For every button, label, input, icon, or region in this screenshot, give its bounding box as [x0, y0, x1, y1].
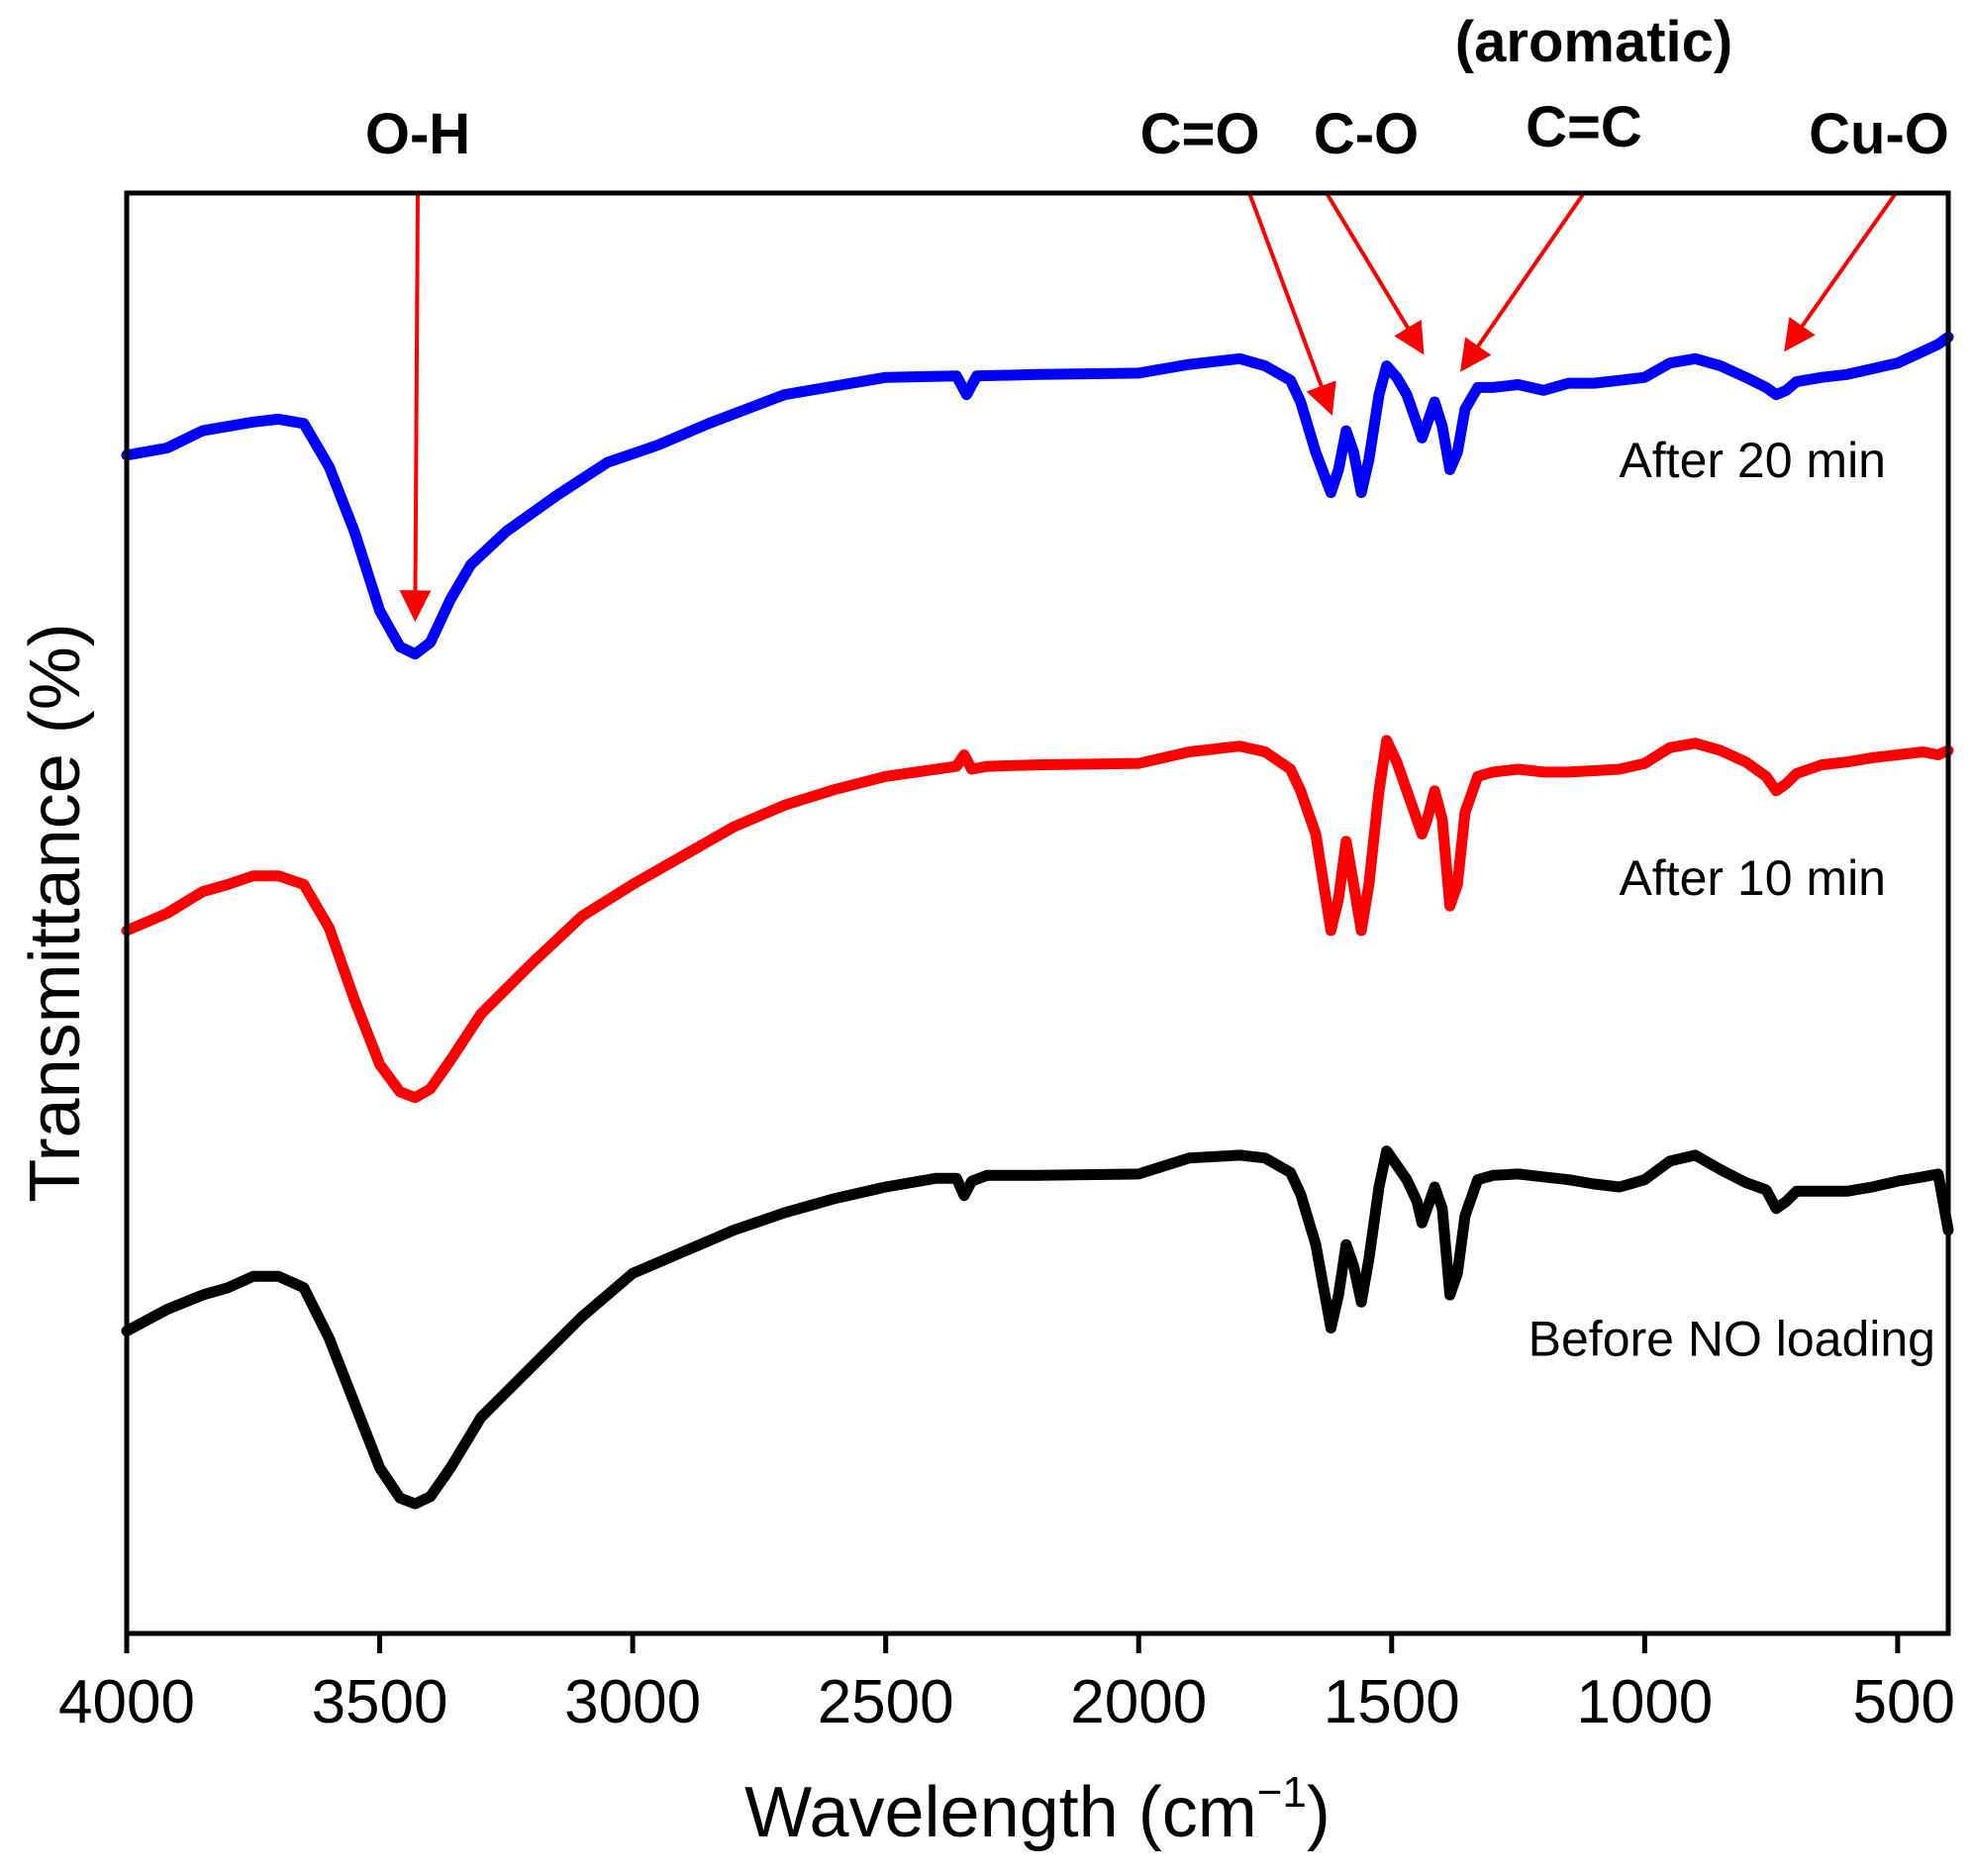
- x-tick-label-2000: 2000: [1070, 1668, 1207, 1736]
- annotation-arrow-c-o: [1247, 192, 1336, 416]
- series-label-before-no-loading: Before NO loading: [1529, 1312, 1935, 1367]
- annotation-arrow-o-h: [399, 192, 432, 623]
- x-axis-title: Wavelength (cm−1): [744, 1768, 1331, 1852]
- peak-label-c-o-single: C-O: [1314, 102, 1419, 166]
- annotation-arrows: [399, 191, 1898, 623]
- x-tick-label-500: 500: [1853, 1668, 1955, 1736]
- x-axis-ticks: 4000 3500 3000 2500 2000 1500 1000 500: [58, 1633, 1955, 1736]
- plot-frame: [124, 190, 1951, 1636]
- x-tick-label-4000: 4000: [58, 1668, 195, 1736]
- x-axis-title-unit-exponent: −1: [1257, 1768, 1307, 1817]
- annotation-arrow-cu-o: [1784, 191, 1898, 352]
- series-label-after-20-min: After 20 min: [1619, 433, 1886, 488]
- x-tick-label-2500: 2500: [818, 1668, 954, 1736]
- peak-label-o-h: O-H: [365, 102, 470, 166]
- annotation-arrow-c-o: [1325, 191, 1425, 355]
- series-line-after-10-min: [121, 735, 1954, 1104]
- annotation-arrow-c-c: [1460, 191, 1586, 372]
- series-line-before-no-loading: [121, 1145, 1954, 1510]
- series-label-after-10-min: After 10 min: [1619, 850, 1886, 906]
- x-tick-label-1000: 1000: [1576, 1668, 1713, 1736]
- peak-label-c-o-double: C=O: [1140, 102, 1260, 166]
- x-axis-title-text: Wavelength (cm: [744, 1773, 1257, 1852]
- x-axis-title-close: ): [1307, 1773, 1331, 1852]
- series-layer: [121, 332, 1954, 1510]
- peak-label-aromatic: (aromatic): [1455, 10, 1732, 74]
- x-tick-label-3500: 3500: [312, 1668, 448, 1736]
- x-tick-label-3000: 3000: [564, 1668, 701, 1736]
- y-axis-title: Transmittance (%): [16, 623, 95, 1202]
- x-tick-label-1500: 1500: [1324, 1668, 1460, 1736]
- peak-label-cu-o: Cu-O: [1809, 102, 1949, 166]
- series-line-after-20-min: [121, 332, 1954, 660]
- peak-label-c-c: C=C: [1526, 95, 1642, 159]
